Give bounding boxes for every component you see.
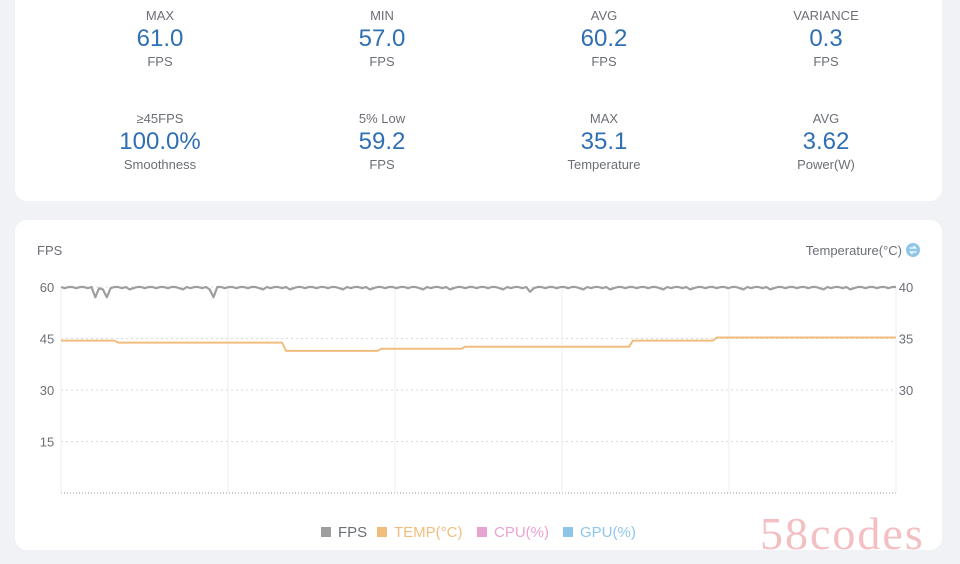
stat-item: MAX 61.0 FPS (60, 8, 260, 70)
stat-value: 61.0 (136, 25, 184, 52)
grid-layer (60, 286, 897, 494)
y-tick-left: 30 (40, 383, 54, 398)
legend-swatch (563, 527, 573, 537)
stat-label: MAX (589, 111, 619, 126)
stat-value: 57.0 (358, 25, 406, 52)
stat-item: ≥45FPS 100.0% Smoothness (60, 111, 260, 173)
legend-item[interactable]: TEMP(°C) (377, 524, 463, 541)
y-tick-left: 45 (40, 332, 54, 347)
stat-item: AVG 60.2 FPS (504, 8, 704, 70)
stat-value: 59.2 (358, 128, 406, 155)
legend-swatch (377, 527, 387, 537)
stat-unit: FPS (369, 157, 395, 172)
chart-card (15, 220, 942, 550)
stat-item: 5% Low 59.2 FPS (282, 111, 482, 173)
watermark-logo: 58codes (760, 508, 925, 559)
stat-label: ≥45FPS (136, 111, 184, 126)
stat-item: VARIANCE 0.3 FPS (726, 8, 926, 70)
series-temp (61, 336, 896, 352)
y-tick-right: 40 (899, 280, 913, 295)
stat-unit: Temperature (567, 157, 641, 172)
stat-label: AVG (812, 111, 840, 126)
stat-label: MIN (370, 8, 394, 23)
y-tick-right: 30 (899, 383, 913, 398)
stat-unit: FPS (591, 54, 617, 69)
stat-label: VARIANCE (793, 8, 859, 23)
stat-label: AVG (590, 8, 618, 23)
stat-unit: FPS (813, 54, 839, 69)
stat-label: MAX (145, 8, 175, 23)
legend-label: FPS (338, 524, 367, 541)
legend-toggle-icon[interactable] (906, 243, 920, 257)
stat-value: 3.62 (802, 128, 850, 155)
right-axis-title: Temperature(°C) (806, 243, 902, 258)
stat-item: MIN 57.0 FPS (282, 8, 482, 70)
stat-item: MAX 35.1 Temperature (504, 111, 704, 173)
stat-value: 0.3 (809, 25, 843, 52)
stat-label: 5% Low (358, 111, 406, 126)
stats-card: MAX 61.0 FPS MIN 57.0 FPS AVG 60.2 FPS VARIANCE 0.… (15, 0, 942, 201)
series-fps (60, 285, 896, 299)
legend-swatch (321, 527, 331, 537)
series-layer (60, 285, 896, 352)
stat-unit: FPS (369, 54, 395, 69)
legend-layer: FPS TEMP(°C) CPU(%) GPU(%) (321, 524, 636, 541)
ticks-layer: 60 45 30 15 40 35 30 (40, 280, 913, 450)
left-axis-title: FPS (37, 243, 63, 258)
y-tick-left: 15 (40, 435, 54, 450)
stat-unit: Power(W) (797, 157, 855, 172)
legend-item[interactable]: CPU(%) (477, 524, 549, 541)
stat-value: 35.1 (580, 128, 628, 155)
y-tick-left: 60 (40, 280, 54, 295)
stat-value: 100.0% (119, 128, 201, 155)
stat-unit: FPS (147, 54, 173, 69)
legend-label: CPU(%) (494, 524, 549, 541)
stat-value: 60.2 (580, 25, 628, 52)
stat-unit: Smoothness (123, 157, 197, 172)
stat-item: AVG 3.62 Power(W) (726, 111, 926, 173)
legend-swatch (477, 527, 487, 537)
y-tick-right: 35 (899, 332, 913, 347)
legend-label: TEMP(°C) (394, 524, 463, 541)
legend-item[interactable]: GPU(%) (563, 524, 636, 541)
legend-label: GPU(%) (580, 524, 636, 541)
legend-item[interactable]: FPS (321, 524, 367, 541)
